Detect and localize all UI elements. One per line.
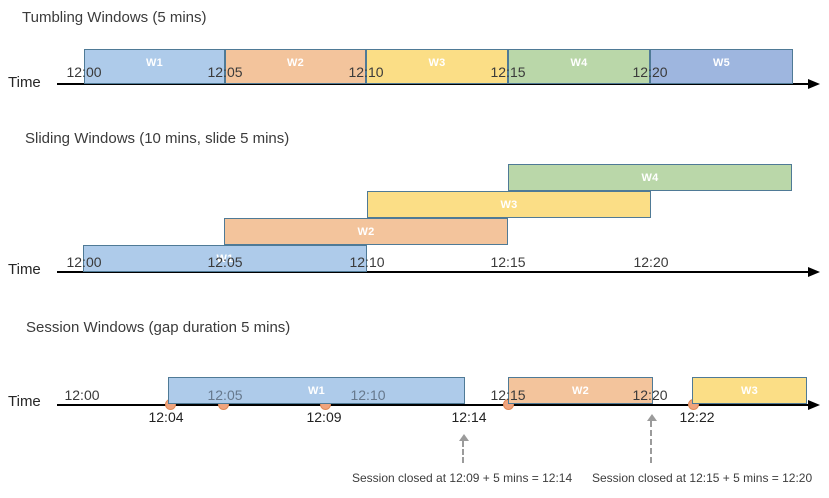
tumbling-tick-1200: 12:00: [66, 64, 102, 80]
sliding-time-axis-label: Time: [8, 261, 41, 278]
annotation-arrow-up-icon: [647, 414, 657, 421]
window-label: W4: [641, 171, 659, 184]
sliding-tick-1200: 12:00: [66, 254, 102, 270]
sliding-title: Sliding Windows (10 mins, slide 5 mins): [25, 130, 290, 147]
session-window-w1: W1: [168, 377, 465, 404]
session-tick-1215: 12:15: [490, 387, 526, 403]
tumbling-window-w1: W1: [84, 49, 225, 84]
session-time-axis-label: Time: [8, 393, 41, 410]
event-time-label-1204: 12:04: [148, 409, 184, 425]
session-closed-annotation-2: Session closed at 12:15 + 5 mins = 12:20: [592, 471, 813, 485]
window-label: W3: [428, 57, 446, 69]
sliding-window-w3: W3: [367, 191, 651, 218]
window-label: W5: [712, 57, 731, 69]
tumbling-tick-1205: 12:05: [207, 64, 243, 80]
window-label: W3: [500, 198, 518, 211]
tumbling-axis-line: [57, 83, 810, 85]
window-label: W1: [216, 252, 234, 265]
tumbling-window-w3: W3: [366, 49, 508, 84]
window-label: W1: [307, 384, 326, 397]
sliding-window-w2: W2: [224, 218, 508, 245]
window-label: W2: [571, 384, 590, 397]
event-time-label-1209: 12:09: [306, 409, 342, 425]
tumbling-title: Tumbling Windows (5 mins): [22, 9, 207, 26]
annotation-arrow-line: [462, 441, 464, 463]
session-window-w3: W3: [692, 377, 807, 404]
window-label: W2: [286, 57, 305, 69]
sliding-axis-line: [57, 271, 810, 273]
tumbling-tick-1215: 12:15: [490, 64, 526, 80]
window-label: W4: [570, 57, 588, 69]
tumbling-time-axis-label: Time: [8, 74, 41, 91]
tumbling-tick-1210: 12:10: [348, 64, 384, 80]
annotation-arrow-line: [650, 421, 652, 463]
session-axis-line: [57, 404, 810, 406]
tumbling-window-w5: W5: [650, 49, 793, 84]
session-title: Session Windows (gap duration 5 mins): [26, 319, 291, 336]
session-tick-1205: 12:05: [207, 387, 243, 403]
window-label: W2: [357, 225, 375, 238]
event-time-label-1222: 12:22: [679, 409, 715, 425]
sliding-tick-1205: 12:05: [207, 254, 243, 270]
sliding-axis-arrowhead-icon: [808, 267, 820, 277]
session-tick-1200: 12:00: [64, 387, 100, 403]
annotation-arrow-up-icon: [459, 434, 469, 441]
sliding-window-w1: W1: [83, 245, 367, 272]
window-label: W1: [145, 57, 164, 69]
tumbling-tick-1220: 12:20: [632, 64, 668, 80]
session-window-w2: W2: [508, 377, 653, 404]
tumbling-axis-arrowhead-icon: [808, 79, 820, 89]
session-tick-1210: 12:10: [350, 387, 386, 403]
tumbling-window-w2: W2: [225, 49, 366, 84]
session-tick-1220: 12:20: [632, 387, 668, 403]
window-label: W3: [740, 384, 759, 397]
sliding-tick-1220: 12:20: [633, 254, 669, 270]
sliding-window-w4: W4: [508, 164, 792, 191]
session-closed-annotation-1: Session closed at 12:09 + 5 mins = 12:14: [352, 471, 573, 485]
sliding-tick-1210: 12:10: [349, 254, 385, 270]
tumbling-window-w4: W4: [508, 49, 650, 84]
session-axis-arrowhead-icon: [808, 400, 820, 410]
sliding-tick-1215: 12:15: [490, 254, 526, 270]
event-time-label-1214: 12:14: [451, 409, 487, 425]
